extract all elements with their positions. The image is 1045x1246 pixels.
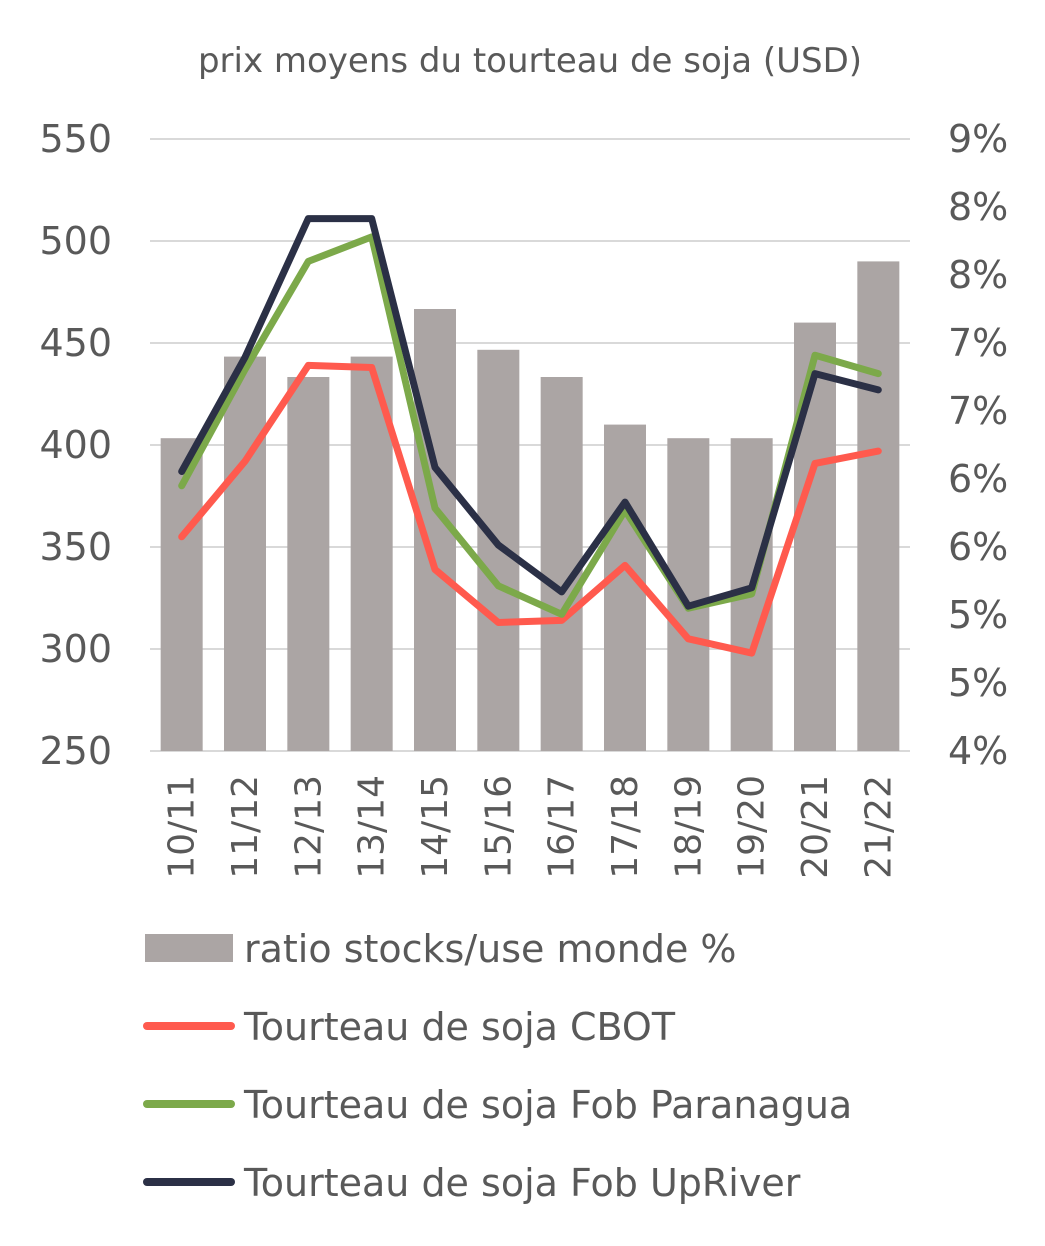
category-label: 12/13 [288,775,329,879]
category-label: 15/16 [478,775,519,879]
legend-swatch-bar [145,934,233,962]
bar [857,261,900,751]
legend-label: Tourteau de soja CBOT [243,1005,676,1049]
right-tick-label: 8% [948,253,1008,297]
left-tick-label: 500 [39,219,112,263]
bar [224,356,266,751]
left-tick-label: 400 [39,423,112,467]
legend-label: Tourteau de soja Fob UpRiver [243,1161,801,1205]
left-tick-label: 350 [39,525,112,569]
right-tick-label: 6% [948,457,1008,501]
series-line [178,215,882,610]
bar [667,438,710,751]
series-line [178,233,882,618]
bar [794,322,836,751]
category-label: 17/18 [605,775,646,879]
category-axis: 10/11 11/12 12/13 13/14 14/15 15/16 16/17 17/18… [162,775,900,879]
legend-label: Tourteau de soja Fob Paranagua [243,1083,852,1127]
right-tick-label: 9% [948,117,1008,161]
left-tick-label: 250 [39,729,112,773]
category-label: 14/15 [415,775,456,879]
right-tick-label: 5% [948,593,1008,637]
left-tick-label: 450 [39,321,112,365]
left-tick-label: 550 [39,117,112,161]
bar [287,377,330,751]
right-axis: 9% 8% 8% 7% 7% 6% 6% 5% 5% 4% [948,117,1008,773]
series-line [178,361,882,657]
bar [604,424,646,751]
right-tick-label: 5% [948,661,1008,705]
category-label: 16/17 [542,775,583,879]
category-label: 20/21 [795,775,836,879]
category-label: 18/19 [668,775,709,879]
category-label: 21/22 [858,775,899,879]
right-tick-label: 7% [948,321,1008,365]
bar [477,349,520,751]
gridlines [150,138,910,752]
right-tick-label: 8% [948,185,1008,229]
right-tick-label: 6% [948,525,1008,569]
legend: ratio stocks/use monde % Tourteau de soja… [143,927,852,1205]
chart-title: prix moyens du tourteau de soja (USD) [198,41,862,81]
left-axis: 550 500 450 400 350 300 250 [39,117,112,773]
bar-series [160,261,900,751]
line-series [178,215,882,657]
left-tick-label: 300 [39,627,112,671]
right-tick-label: 4% [948,729,1008,773]
category-label: 11/12 [225,775,266,879]
legend-label: ratio stocks/use monde % [244,927,737,971]
category-label: 19/20 [732,775,773,879]
category-label: 13/14 [352,775,393,879]
bar [540,377,583,751]
bar [160,438,203,751]
category-label: 10/11 [162,775,203,879]
right-tick-label: 7% [948,389,1008,433]
